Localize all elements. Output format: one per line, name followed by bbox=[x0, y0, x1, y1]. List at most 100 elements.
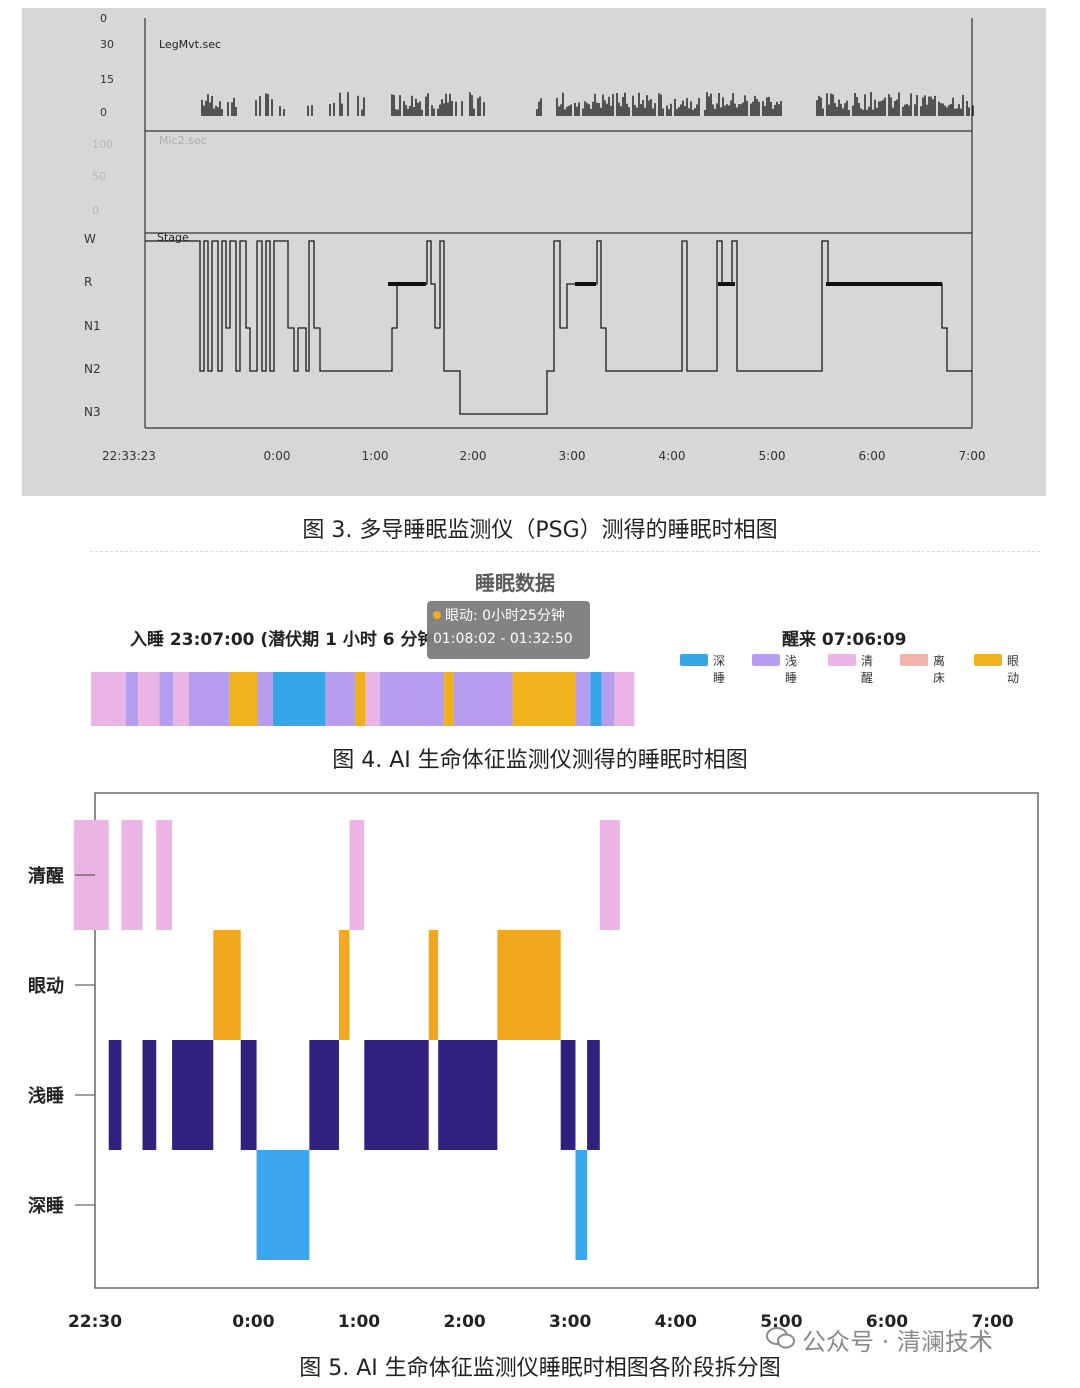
x-tick-label: 3:00 bbox=[549, 1312, 591, 1332]
stage-bar-segment[interactable] bbox=[257, 672, 273, 726]
legend-swatch bbox=[752, 654, 780, 666]
mic2-label: Mic2.sec bbox=[159, 134, 207, 147]
stage-segment bbox=[213, 930, 241, 1040]
stage-bar-segment[interactable] bbox=[272, 672, 326, 726]
sleep-onset-text: 入睡 23:07:00 (潜伏期 1 小时 6 分钟) bbox=[130, 630, 443, 650]
stage-segment bbox=[587, 1040, 600, 1150]
psg-time-label: 6:00 bbox=[859, 449, 886, 463]
stage-segment bbox=[309, 1040, 339, 1150]
stage-bar-segment[interactable] bbox=[512, 672, 576, 726]
stage-segment bbox=[560, 1040, 576, 1150]
mic2-tick-label: 0 bbox=[92, 204, 99, 217]
stage-bar-segment[interactable] bbox=[575, 672, 591, 726]
mic2-tick-label: 100 bbox=[92, 138, 113, 151]
stage-tick-label: R bbox=[84, 275, 92, 289]
stage-bar-segment[interactable] bbox=[365, 672, 381, 726]
stage-bar-segment[interactable] bbox=[380, 672, 445, 726]
stage-segment bbox=[172, 1040, 214, 1150]
stage-segment bbox=[156, 820, 173, 930]
y-tick-label: 眼动 bbox=[28, 976, 64, 997]
stage-segment bbox=[142, 1040, 157, 1150]
stage-bar-segment[interactable] bbox=[601, 672, 615, 726]
legend-swatch bbox=[974, 654, 1002, 666]
stage-bar-segment[interactable] bbox=[138, 672, 160, 726]
tooltip-range: 01:08:02 - 01:32:50 bbox=[433, 631, 573, 647]
legend-label: 浅睡 bbox=[785, 654, 798, 685]
legmvt-tick-label: 0 bbox=[100, 12, 107, 25]
stage-segment bbox=[438, 1040, 498, 1150]
plot-frame bbox=[94, 792, 1039, 1289]
stage-bar-segment[interactable] bbox=[590, 672, 602, 726]
psg-time-label: 7:00 bbox=[959, 449, 986, 463]
wechat-icon bbox=[766, 1327, 795, 1349]
legmvt-tick-label: 15 bbox=[100, 73, 114, 86]
stage-tick-label: N1 bbox=[84, 319, 101, 333]
y-tick-label: 深睡 bbox=[28, 1195, 64, 1217]
psg-time-label: 4:00 bbox=[659, 449, 686, 463]
stage-segment bbox=[497, 930, 561, 1040]
tooltip-duration: 眼动: 0小时25分钟 bbox=[445, 608, 565, 624]
legmvt-label: LegMvt.sec bbox=[159, 38, 221, 51]
stage-segment bbox=[256, 1150, 310, 1260]
x-tick-label: 4:00 bbox=[655, 1312, 697, 1332]
stage-bar-segment[interactable] bbox=[453, 672, 513, 726]
x-tick-label: 6:00 bbox=[866, 1312, 908, 1332]
psg-time-label: 5:00 bbox=[759, 449, 786, 463]
figure3-caption: 图 3. 多导睡眠监测仪（PSG）测得的睡眠时相图 bbox=[302, 518, 778, 543]
x-tick-label: 22:30 bbox=[68, 1312, 122, 1332]
stage-legend: 深睡 浅睡 清醒 离床 眼动 bbox=[680, 652, 1040, 685]
y-tick-label: 清醒 bbox=[28, 866, 64, 887]
divider bbox=[90, 551, 1040, 552]
legend-swatch bbox=[828, 654, 856, 666]
rem-tooltip: 眼动: 0小时25分钟 01:08:02 - 01:32:50 bbox=[427, 601, 590, 659]
psg-background bbox=[22, 8, 1046, 496]
rem-dot-icon bbox=[433, 611, 441, 619]
stage-tick-label: W bbox=[84, 232, 96, 246]
stage-segment bbox=[240, 1040, 257, 1150]
psg-time-label: 2:00 bbox=[460, 449, 487, 463]
legmvt-tick-label: 0 bbox=[100, 106, 107, 119]
stage-bar-segment[interactable] bbox=[125, 672, 139, 726]
x-tick-label: 0:00 bbox=[232, 1312, 274, 1332]
y-tick-label: 浅睡 bbox=[28, 1085, 64, 1107]
stage-bar-segment[interactable] bbox=[354, 672, 366, 726]
stage-segment bbox=[364, 1040, 429, 1150]
psg-time-label: 22:33:23 bbox=[102, 449, 156, 463]
stage-tick-label: N2 bbox=[84, 362, 101, 376]
mic2-tick-label: 50 bbox=[92, 170, 106, 183]
x-tick-label: 5:00 bbox=[760, 1312, 802, 1332]
stage-segment bbox=[599, 820, 620, 930]
x-tick-label: 7:00 bbox=[971, 1312, 1013, 1332]
legend-swatch bbox=[680, 654, 708, 666]
stage-segment bbox=[428, 930, 439, 1040]
stage-bar-segment[interactable] bbox=[172, 672, 189, 726]
psg-time-label: 0:00 bbox=[264, 449, 291, 463]
figure5-caption: 图 5. AI 生命体征监测仪睡眠时相图各阶段拆分图 bbox=[299, 1356, 781, 1381]
stage-bar-segment[interactable] bbox=[91, 672, 126, 726]
legend-label: 眼动 bbox=[1007, 654, 1020, 685]
watermark-text: 公众号 · 清澜技术 bbox=[802, 1328, 993, 1356]
legend-label: 清醒 bbox=[861, 654, 874, 685]
legmvt-tick-label: 30 bbox=[100, 38, 114, 51]
psg-stage-trace bbox=[145, 240, 972, 415]
stage-segment bbox=[349, 820, 365, 930]
stage-bar-segment[interactable] bbox=[325, 672, 355, 726]
figure4-sleep-data: 睡眠数据 入睡 23:07:00 (潜伏期 1 小时 6 分钟) 醒来 07:0… bbox=[0, 555, 1080, 735]
stage-bar-segment[interactable] bbox=[159, 672, 173, 726]
stage-bar-segment[interactable] bbox=[229, 672, 258, 726]
stage-tick-label: N3 bbox=[84, 405, 101, 419]
stage-bar-segment[interactable] bbox=[614, 672, 635, 726]
sleep-data-title: 睡眠数据 bbox=[475, 571, 555, 595]
figure4-caption: 图 4. AI 生命体征监测仪测得的睡眠时相图 bbox=[332, 748, 748, 773]
stage-bar-segment[interactable] bbox=[444, 672, 454, 726]
stage-segment bbox=[121, 820, 143, 930]
x-tick-label: 2:00 bbox=[443, 1312, 485, 1332]
stage-label: Stage bbox=[157, 231, 189, 244]
legend-label: 深睡 bbox=[713, 654, 726, 685]
legend-label: 离床 bbox=[933, 654, 946, 685]
stage-segment bbox=[108, 1040, 122, 1150]
stage-bar-segment[interactable] bbox=[188, 672, 230, 726]
sleep-stage-bar[interactable] bbox=[91, 672, 1037, 726]
legend-swatch bbox=[900, 654, 928, 666]
